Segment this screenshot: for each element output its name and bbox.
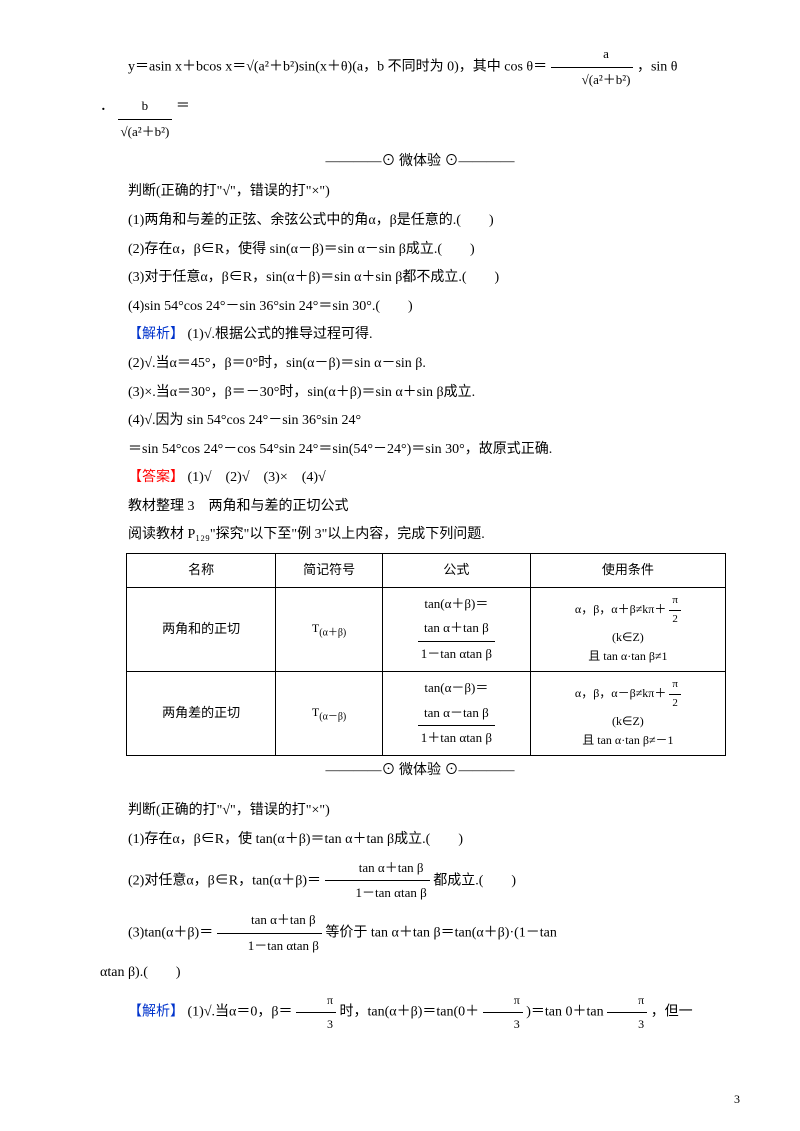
r2-symbol: T(α－β) (276, 671, 383, 755)
judge1-answer-text: (1)√ (2)√ (3)× (4)√ (188, 470, 326, 485)
judge2-q3: (3)tan(α＋β)＝ tan α＋tan β 1－tan αtan β 等价… (100, 908, 740, 958)
intro-formula-line2: ． b √(a²＋b²) ＝ (100, 94, 740, 144)
judge1-answer: 【答案】 (1)√ (2)√ (3)× (4)√ (100, 465, 740, 492)
analysis-label: 【解析】 (128, 327, 184, 342)
table-header-row: 名称 简记符号 公式 使用条件 (127, 554, 726, 588)
th-formula: 公式 (382, 554, 530, 588)
r1-name: 两角和的正切 (127, 587, 276, 671)
r2-name: 两角差的正切 (127, 671, 276, 755)
judge1-a2: (2)√.当α＝45°，β＝0°时，sin(α－β)＝sin α－sin β. (100, 351, 740, 378)
document-page: y＝asin x＋bcos x＝√(a²＋b²)sin(x＋θ)(a，b 不同时… (0, 0, 800, 1131)
judge2-q2: (2)对任意α，β∈R，tan(α＋β)＝ tan α＋tan β 1－tan … (100, 856, 740, 906)
judge1-q4: (4)sin 54°cos 24°－sin 36°sin 24°＝sin 30°… (100, 294, 740, 321)
intro-frac-1: a √(a²＋b²) (551, 42, 634, 92)
intro-text-1: y＝asin x＋bcos x＝√(a²＋b²)sin(x＋θ)(a，b 不同时… (128, 59, 547, 74)
section3-title: 教材整理 3 两角和与差的正切公式 (100, 494, 740, 521)
ornament-divider-1: ————⊙ 微体验 ⊙———— (100, 149, 740, 176)
intro-formula-line1: y＝asin x＋bcos x＝√(a²＋b²)sin(x＋θ)(a，b 不同时… (100, 42, 740, 92)
table-row-diff: 两角差的正切 T(α－β) tan(α－β)＝ tan α－tan β 1＋ta… (127, 671, 726, 755)
judge2-header: 判断(正确的打"√"，错误的打"×") (100, 798, 740, 825)
th-condition: 使用条件 (530, 554, 725, 588)
judge1-analysis: 【解析】 (1)√.根据公式的推导过程可得. (100, 322, 740, 349)
th-symbol: 简记符号 (276, 554, 383, 588)
judge2-q1: (1)存在α，β∈R，使 tan(α＋β)＝tan α＋tan β成立.( ) (100, 827, 740, 854)
judge1-a4b: ＝sin 54°cos 24°－cos 54°sin 24°＝sin(54°－2… (100, 437, 740, 464)
judge1-q1: (1)两角和与差的正弦、余弦公式中的角α，β是任意的.( ) (100, 208, 740, 235)
judge1-a4: (4)√.因为 sin 54°cos 24°－sin 36°sin 24° (100, 408, 740, 435)
r2-condition: α，β，α－β≠kπ＋ π2 (k∈Z) 且 tan α·tan β≠－1 (530, 671, 725, 755)
r1-symbol: TT(α＋β)(α＋β) (276, 587, 383, 671)
judge1-a1: (1)√.根据公式的推导过程可得. (188, 327, 373, 342)
judge1-a3: (3)×.当α＝30°，β＝－30°时，sin(α＋β)＝sin α＋sin β… (100, 380, 740, 407)
r1-formula: tan(α＋β)＝ tan α＋tan β 1－tan αtan β (382, 587, 530, 671)
ornament-divider-2: ————⊙ 微体验 ⊙———— (100, 758, 740, 785)
judge1-q3: (3)对于任意α，β∈R，sin(α＋β)＝sin α＋sin β都不成立.( … (100, 265, 740, 292)
judge2-q3-cont: αtan β).( ) (100, 960, 740, 987)
judge2-analysis: 【解析】 (1)√.当α＝0，β＝ π3 时，tan(α＋β)＝tan(0＋ π… (100, 989, 740, 1036)
intro-text-1-tail: ，sin θ (637, 59, 678, 74)
judge1-q2: (2)存在α，β∈R，使得 sin(α－β)＝sin α－sin β成立.( ) (100, 237, 740, 264)
answer-label: 【答案】 (128, 470, 184, 485)
judge1-header: 判断(正确的打"√"，错误的打"×") (100, 179, 740, 206)
intro-frac-2: b √(a²＋b²) (118, 94, 173, 144)
r1-condition: α，β，α＋β≠kπ＋ π2 (k∈Z) 且 tan α·tan β≠1 (530, 587, 725, 671)
r2-formula: tan(α－β)＝ tan α－tan β 1＋tan αtan β (382, 671, 530, 755)
section3-reading: 阅读教材 P₁₂₉"探究"以下至"例 3"以上内容，完成下列问题. (100, 522, 740, 549)
page-number: 3 (734, 1088, 740, 1111)
analysis-label-2: 【解析】 (128, 1005, 184, 1020)
tangent-formula-table: 名称 简记符号 公式 使用条件 两角和的正切 TT(α＋β)(α＋β) tan(… (126, 553, 726, 756)
table-row-sum: 两角和的正切 TT(α＋β)(α＋β) tan(α＋β)＝ tan α＋tan … (127, 587, 726, 671)
th-name: 名称 (127, 554, 276, 588)
